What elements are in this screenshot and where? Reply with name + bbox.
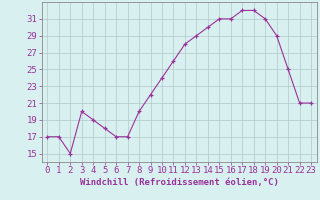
- X-axis label: Windchill (Refroidissement éolien,°C): Windchill (Refroidissement éolien,°C): [80, 178, 279, 187]
